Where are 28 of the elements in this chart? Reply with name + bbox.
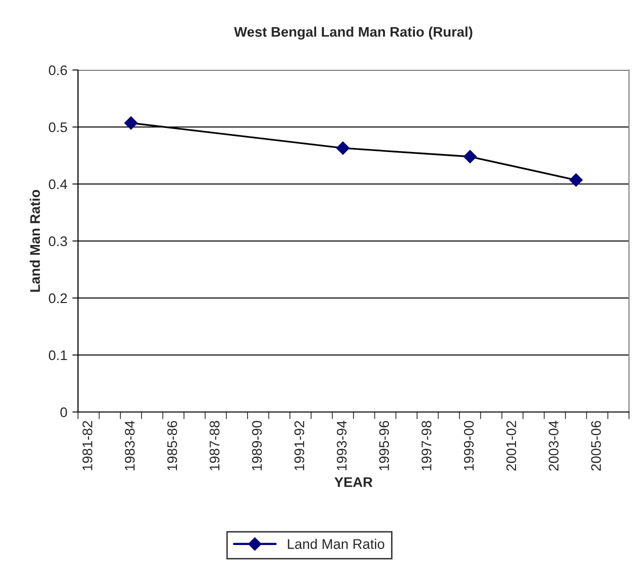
x-tick-label: 1985-86: [167, 420, 178, 470]
point: [463, 150, 477, 164]
chart-title: West Bengal Land Man Ratio (Rural): [234, 26, 472, 40]
x-tick-label: 1987-88: [210, 420, 220, 470]
x-tick-label: 1981-82: [82, 421, 92, 470]
point: [336, 142, 350, 155]
y-axis-title: Land Man Ratio: [30, 190, 40, 292]
x-tick-label: 1983-84: [124, 420, 135, 470]
x-tick-label: 1995-96: [379, 420, 390, 470]
x-tick-label: 1997-98: [422, 420, 432, 470]
x-tick-label: 1989-90: [252, 420, 262, 470]
y-tick-label: 0.4: [48, 179, 68, 190]
y-tick-label: 0.2: [48, 293, 67, 304]
x-tick-label: 1991-92: [294, 421, 304, 470]
point: [569, 173, 583, 187]
y-tick-label: 0.5: [48, 122, 68, 132]
y-tick-label: 0.6: [48, 65, 67, 76]
x-axis-title: YEAR: [334, 477, 373, 487]
y-tick-label: 0.1: [48, 350, 67, 360]
y-tick-label: 0.3: [48, 236, 67, 246]
x-tick-label: 1999-00: [464, 420, 474, 470]
y-tick-label: 0: [60, 407, 68, 418]
point: [124, 116, 138, 130]
x-tick-label: 2005-06: [591, 420, 601, 471]
legend-label: Land Man Ratio: [288, 538, 384, 549]
x-tick-label: 1993-94: [336, 420, 347, 470]
x-tick-label: 2003-04: [548, 420, 559, 471]
x-tick-label: 2001-02: [506, 421, 516, 471]
